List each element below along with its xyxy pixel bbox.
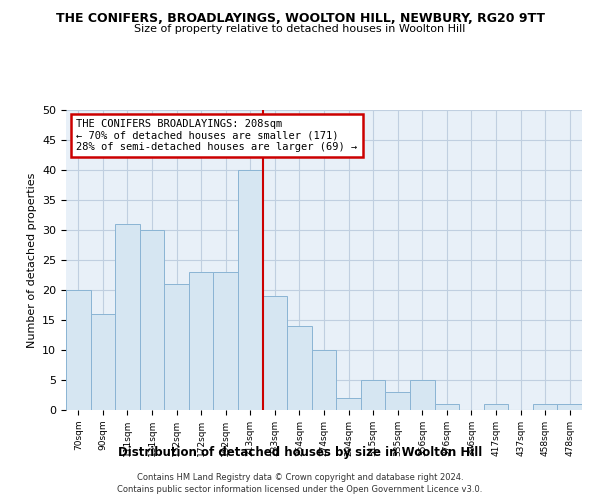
Bar xyxy=(263,296,287,410)
Bar xyxy=(115,224,140,410)
Bar xyxy=(189,272,214,410)
Bar xyxy=(557,404,582,410)
Bar xyxy=(484,404,508,410)
Bar xyxy=(164,284,189,410)
Y-axis label: Number of detached properties: Number of detached properties xyxy=(26,172,37,348)
Bar xyxy=(361,380,385,410)
Bar xyxy=(66,290,91,410)
Text: THE CONIFERS BROADLAYINGS: 208sqm
← 70% of detached houses are smaller (171)
28%: THE CONIFERS BROADLAYINGS: 208sqm ← 70% … xyxy=(76,119,358,152)
Bar xyxy=(434,404,459,410)
Bar xyxy=(214,272,238,410)
Text: Size of property relative to detached houses in Woolton Hill: Size of property relative to detached ho… xyxy=(134,24,466,34)
Bar xyxy=(312,350,336,410)
Text: Contains public sector information licensed under the Open Government Licence v3: Contains public sector information licen… xyxy=(118,484,482,494)
Bar xyxy=(533,404,557,410)
Bar xyxy=(287,326,312,410)
Bar xyxy=(385,392,410,410)
Bar xyxy=(410,380,434,410)
Bar xyxy=(336,398,361,410)
Text: THE CONIFERS, BROADLAYINGS, WOOLTON HILL, NEWBURY, RG20 9TT: THE CONIFERS, BROADLAYINGS, WOOLTON HILL… xyxy=(56,12,545,26)
Bar xyxy=(238,170,263,410)
Bar xyxy=(91,314,115,410)
Text: Distribution of detached houses by size in Woolton Hill: Distribution of detached houses by size … xyxy=(118,446,482,459)
Bar xyxy=(140,230,164,410)
Text: Contains HM Land Registry data © Crown copyright and database right 2024.: Contains HM Land Registry data © Crown c… xyxy=(137,473,463,482)
